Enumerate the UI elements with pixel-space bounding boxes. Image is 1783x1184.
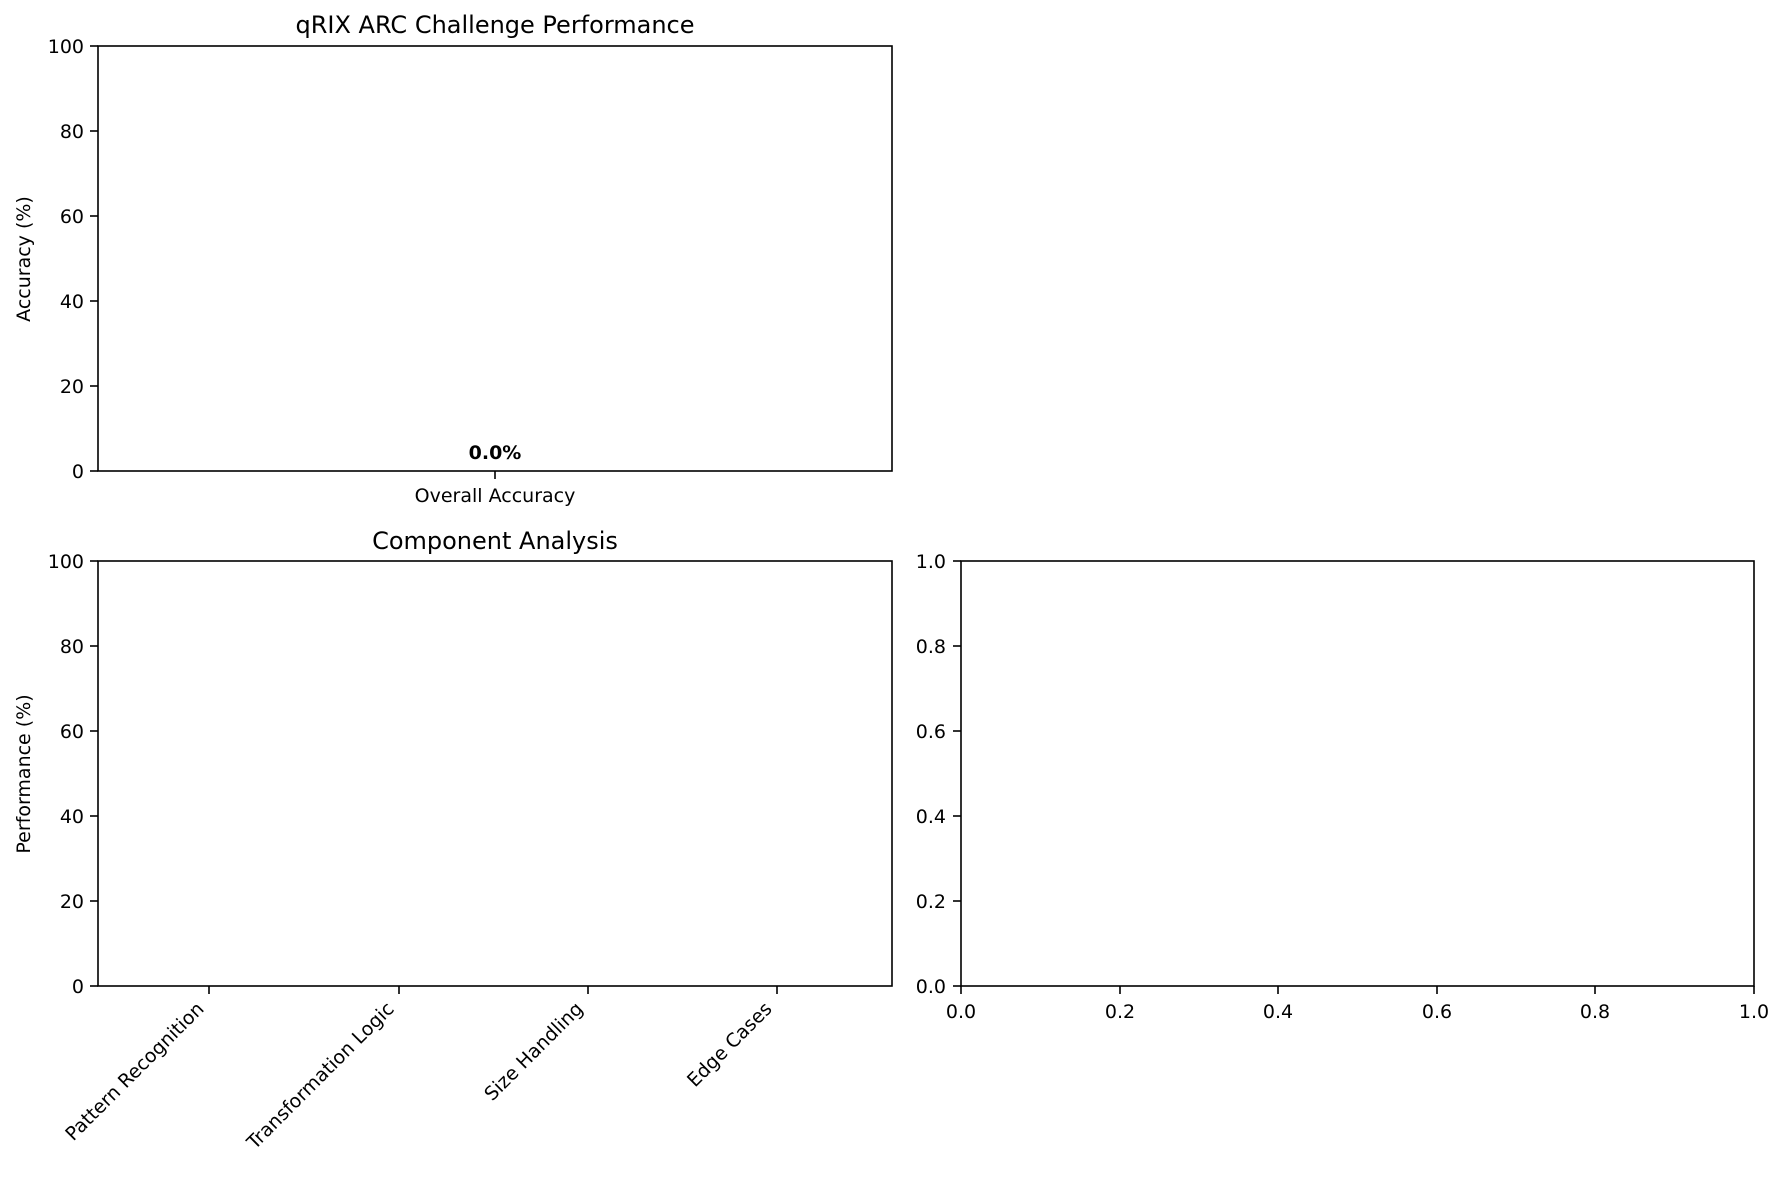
component-chart-title: Component Analysis [372,527,618,555]
empty-y-ticks: 0.0 0.2 0.4 0.6 0.8 1.0 [916,551,961,998]
overall-x-tick-label: Overall Accuracy [415,485,576,507]
empty-x-tick-label: 0.6 [1422,1001,1452,1023]
component-y-tick-label: 20 [60,891,84,913]
component-y-tick-label: 40 [60,806,84,828]
component-plot-frame [97,560,893,987]
overall-chart-title: qRIX ARC Challenge Performance [295,11,694,39]
empty-y-tick-label: 0.6 [916,721,946,743]
empty-y-tick-label: 1.0 [916,551,946,573]
overall-accuracy-panel: qRIX ARC Challenge Performance Accuracy … [13,11,893,507]
overall-y-tick-label: 60 [60,206,84,228]
overall-y-tick-label: 20 [60,376,84,398]
empty-plot-panel: 0.0 0.2 0.4 0.6 0.8 1.0 0.0 0.2 0.4 0.6 … [916,551,1769,1023]
empty-x-tick-label: 0.8 [1580,1001,1610,1023]
overall-y-tick-label: 40 [60,291,84,313]
component-y-axis-label: Performance (%) [13,694,35,853]
component-x-tick-label: Pattern Recognition [61,998,208,1145]
overall-y-tick-label: 0 [72,461,84,483]
empty-y-tick-label: 0.8 [916,636,946,658]
overall-y-tick-label: 80 [60,121,84,143]
component-x-tick-label: Size Handling [480,998,587,1105]
component-y-tick-label: 100 [48,551,84,573]
overall-plot-frame [97,45,893,472]
empty-y-tick-label: 0.2 [916,891,946,913]
overall-y-ticks: 0 20 40 60 80 100 [48,36,98,483]
component-y-tick-label: 80 [60,636,84,658]
component-x-tick-label: Transformation Logic [242,998,398,1154]
component-x-tick-label: Edge Cases [683,998,777,1092]
component-y-ticks: 0 20 40 60 80 100 [48,551,98,998]
component-y-tick-label: 60 [60,721,84,743]
component-y-tick-label: 0 [72,976,84,998]
empty-y-tick-label: 0.0 [916,976,946,998]
empty-x-tick-label: 0.0 [946,1001,976,1023]
empty-x-tick-label: 0.2 [1105,1001,1135,1023]
empty-x-tick-label: 1.0 [1739,1001,1769,1023]
empty-x-tick-label: 0.4 [1263,1001,1293,1023]
empty-plot-frame [960,560,1755,987]
component-analysis-panel: Component Analysis Performance (%) 0 20 … [13,527,893,1154]
empty-x-ticks: 0.0 0.2 0.4 0.6 0.8 1.0 [946,986,1769,1023]
overall-x-ticks: Overall Accuracy [415,471,576,507]
component-x-ticks: Pattern Recognition Transformation Logic… [61,986,778,1154]
overall-y-tick-label: 100 [48,36,84,58]
empty-y-tick-label: 0.4 [916,806,946,828]
overall-data-label: 0.0% [469,442,522,464]
overall-y-axis-label: Accuracy (%) [13,196,35,322]
